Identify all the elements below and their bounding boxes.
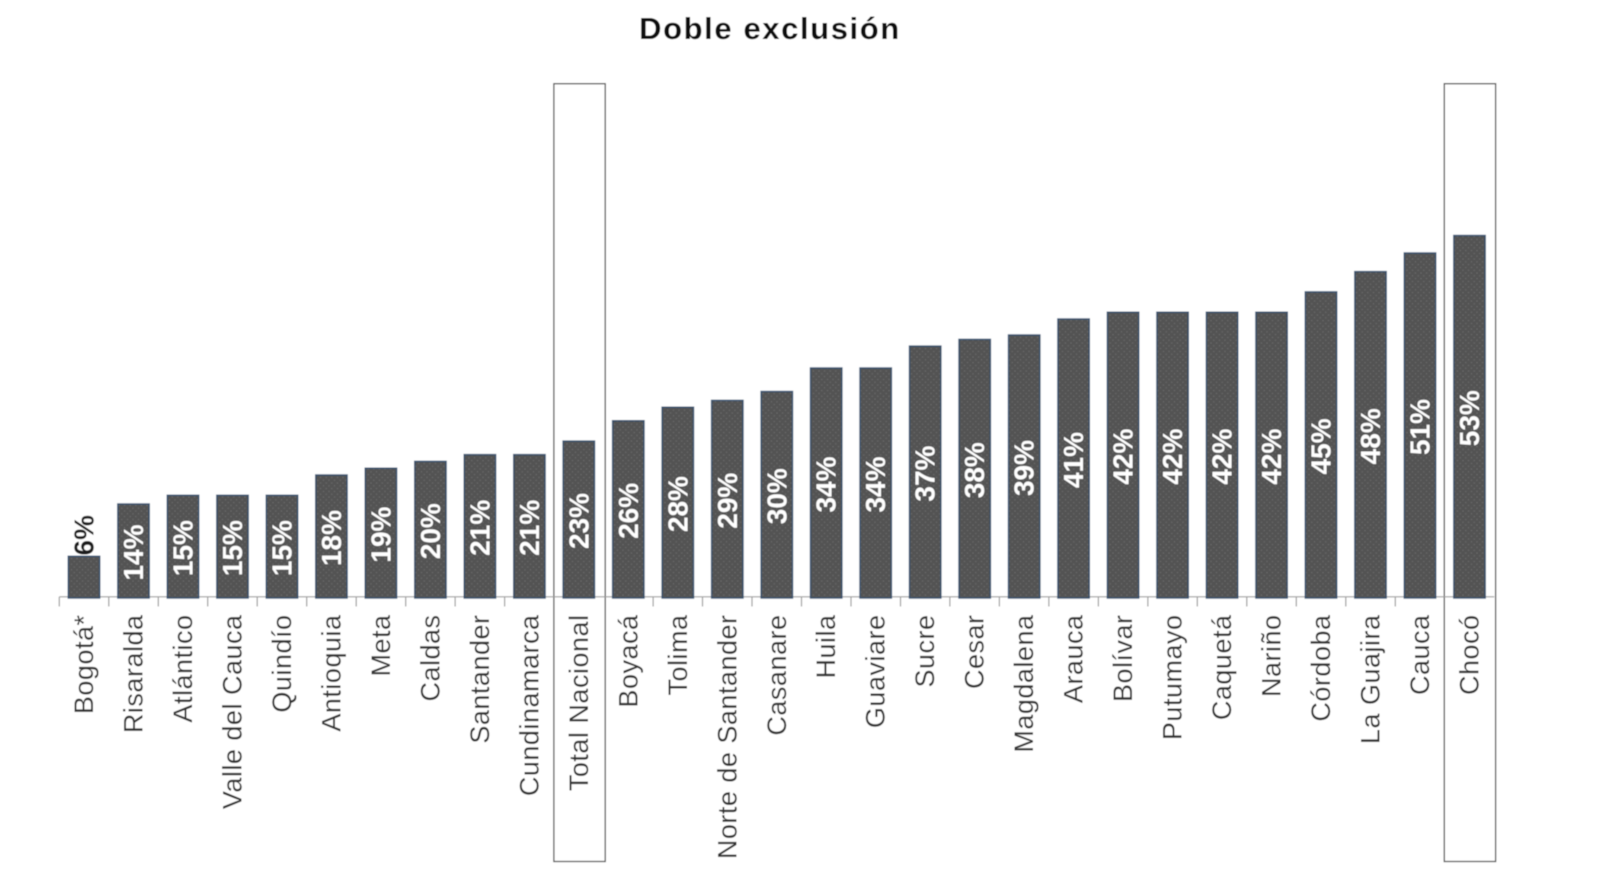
svg-text:Cauca: Cauca <box>1405 614 1435 695</box>
svg-text:Bolívar: Bolívar <box>1108 615 1138 703</box>
svg-text:37%: 37% <box>910 445 941 501</box>
svg-text:Antioquia: Antioquia <box>316 614 346 732</box>
svg-text:Meta: Meta <box>366 614 396 677</box>
svg-text:53%: 53% <box>1454 390 1485 446</box>
svg-text:48%: 48% <box>1355 408 1386 464</box>
svg-text:30%: 30% <box>761 468 792 524</box>
svg-text:Caquetá: Caquetá <box>1207 614 1237 720</box>
svg-text:34%: 34% <box>860 456 891 512</box>
svg-text:Cesar: Cesar <box>960 614 990 689</box>
svg-text:34%: 34% <box>811 456 842 512</box>
svg-text:45%: 45% <box>1306 418 1337 474</box>
svg-text:42%: 42% <box>1256 428 1287 484</box>
svg-text:21%: 21% <box>514 500 545 556</box>
svg-text:15%: 15% <box>267 520 298 576</box>
svg-text:18%: 18% <box>316 510 347 566</box>
svg-text:Risaralda: Risaralda <box>119 614 149 733</box>
svg-text:Sucre: Sucre <box>910 615 940 688</box>
svg-text:15%: 15% <box>168 520 199 576</box>
svg-text:Valle del Cauca: Valle del Cauca <box>218 614 248 809</box>
svg-text:39%: 39% <box>1009 440 1040 496</box>
svg-text:Caldas: Caldas <box>415 615 445 702</box>
svg-text:21%: 21% <box>464 500 495 556</box>
svg-text:Huila: Huila <box>811 614 841 679</box>
svg-text:51%: 51% <box>1405 399 1436 455</box>
svg-text:Arauca: Arauca <box>1059 614 1089 703</box>
svg-text:Bogotá*: Bogotá* <box>69 615 99 715</box>
svg-text:42%: 42% <box>1207 428 1238 484</box>
svg-text:Boyacá: Boyacá <box>613 614 643 708</box>
svg-text:28%: 28% <box>662 476 693 532</box>
svg-text:29%: 29% <box>712 473 743 529</box>
svg-text:Magdalena: Magdalena <box>1009 614 1039 753</box>
svg-text:Putumayo: Putumayo <box>1158 615 1188 741</box>
svg-text:38%: 38% <box>959 442 990 498</box>
svg-text:20%: 20% <box>415 503 446 559</box>
svg-text:Tolima: Tolima <box>663 614 693 696</box>
svg-text:42%: 42% <box>1108 428 1139 484</box>
svg-text:Santander: Santander <box>465 615 495 744</box>
svg-text:La Guajira: La Guajira <box>1356 614 1386 744</box>
svg-text:26%: 26% <box>613 483 644 539</box>
svg-text:41%: 41% <box>1058 432 1089 488</box>
svg-text:Total Nacional: Total Nacional <box>564 615 594 792</box>
svg-text:Norte de Santander: Norte de Santander <box>712 615 742 860</box>
svg-text:23%: 23% <box>563 493 594 549</box>
svg-text:19%: 19% <box>365 506 396 562</box>
svg-text:Casanare: Casanare <box>762 615 792 736</box>
svg-text:Doble exclusión: Doble exclusión <box>639 11 901 46</box>
svg-text:Quindío: Quindío <box>267 615 297 713</box>
svg-text:Chocó: Chocó <box>1455 615 1485 696</box>
svg-text:42%: 42% <box>1157 428 1188 484</box>
svg-text:Córdoba: Córdoba <box>1306 614 1336 722</box>
svg-text:6%: 6% <box>69 515 100 556</box>
svg-text:Guaviare: Guaviare <box>861 615 891 729</box>
svg-text:Atlántico: Atlántico <box>168 615 198 723</box>
svg-text:15%: 15% <box>217 520 248 576</box>
svg-text:14%: 14% <box>118 524 149 580</box>
svg-text:Nariño: Nariño <box>1257 615 1287 698</box>
svg-text:Cundinamarca: Cundinamarca <box>514 614 544 796</box>
